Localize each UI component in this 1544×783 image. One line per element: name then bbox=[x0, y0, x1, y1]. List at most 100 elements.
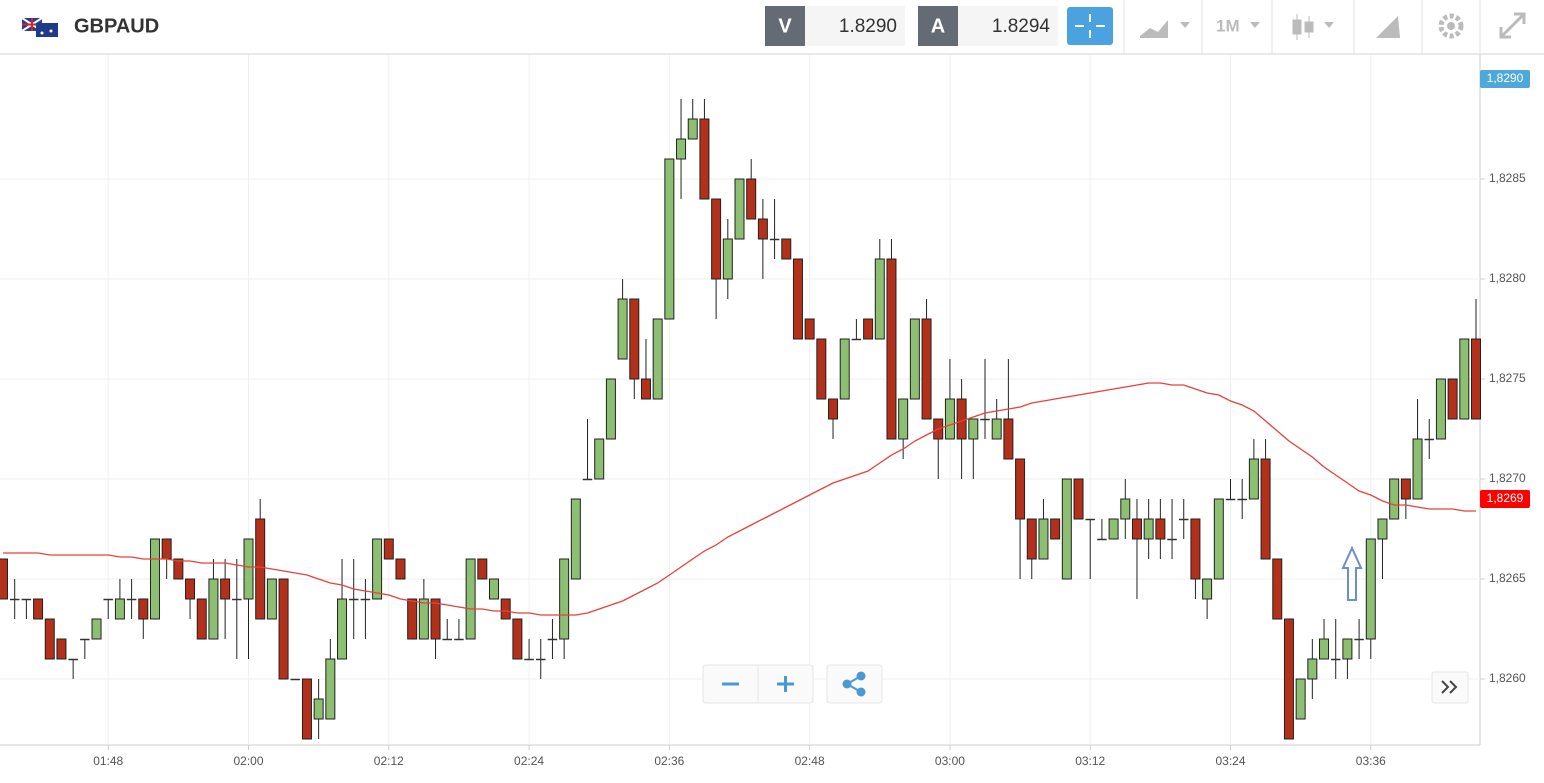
candle-body bbox=[465, 558, 476, 640]
candle-body bbox=[524, 658, 534, 661]
candle-body bbox=[1447, 378, 1458, 420]
share-icon bbox=[842, 671, 866, 697]
candle-body bbox=[1354, 638, 1364, 641]
candle-body bbox=[383, 538, 394, 560]
timeframe[interactable]: 1M bbox=[1216, 16, 1240, 35]
candle-body bbox=[266, 578, 277, 620]
candle-body bbox=[570, 498, 581, 580]
fullscreen-button[interactable] bbox=[1499, 12, 1526, 39]
chart-type-button[interactable] bbox=[1140, 20, 1190, 38]
sell-price-box[interactable] bbox=[805, 6, 905, 46]
candle-body bbox=[232, 598, 242, 601]
candle-body bbox=[301, 678, 312, 740]
candle-body bbox=[1120, 498, 1131, 520]
candle-body bbox=[208, 578, 219, 640]
zoom-in-button[interactable] bbox=[777, 676, 794, 692]
candle-body bbox=[1319, 638, 1330, 660]
candle-body bbox=[243, 538, 254, 600]
x-tick-label: 02:48 bbox=[795, 754, 825, 768]
candle-body bbox=[722, 238, 733, 280]
candle-body bbox=[1155, 518, 1166, 540]
candle-body bbox=[769, 238, 780, 241]
candle-body bbox=[1061, 478, 1072, 580]
x-tick-label: 03:12 bbox=[1075, 754, 1105, 768]
candle-body bbox=[640, 378, 651, 400]
candle-body bbox=[1167, 538, 1177, 541]
candle-body bbox=[1471, 338, 1481, 420]
scroll-right-button[interactable] bbox=[1431, 671, 1469, 704]
symbol: GBPAUD bbox=[74, 15, 159, 37]
candle-body bbox=[1015, 458, 1026, 520]
candle-body bbox=[9, 598, 20, 601]
sell-price: 1.8290 bbox=[839, 16, 897, 37]
y-tick-label: 1,8280 bbox=[1489, 271, 1526, 285]
x-tick-label: 01:48 bbox=[93, 754, 123, 768]
candle-body bbox=[1389, 478, 1400, 520]
candle-body bbox=[1073, 478, 1084, 520]
candle-body bbox=[348, 598, 359, 601]
x-tick-label: 03:24 bbox=[1215, 754, 1245, 768]
candle-body bbox=[956, 398, 967, 440]
candle-body bbox=[816, 338, 827, 400]
candle-body bbox=[1412, 438, 1423, 500]
settings-button[interactable] bbox=[1438, 13, 1464, 39]
candle-body bbox=[944, 398, 955, 440]
candle-body bbox=[863, 318, 874, 340]
candle-body bbox=[605, 378, 616, 440]
candle-body bbox=[138, 598, 149, 620]
candle-body bbox=[898, 398, 909, 440]
candle-body bbox=[1272, 558, 1283, 620]
x-tick-label: 03:00 bbox=[935, 754, 965, 768]
candle-body bbox=[629, 298, 640, 380]
candle-body bbox=[991, 418, 1002, 440]
candle-body bbox=[874, 258, 885, 340]
candle-body bbox=[980, 418, 990, 421]
candle-body bbox=[173, 558, 184, 580]
candle-body bbox=[0, 558, 8, 600]
candle-body bbox=[1365, 538, 1376, 640]
buy-label: A bbox=[931, 15, 945, 37]
price-marker bbox=[1480, 490, 1530, 508]
candle-body bbox=[80, 638, 90, 641]
share-button[interactable] bbox=[826, 664, 883, 704]
candle-body bbox=[360, 598, 371, 601]
buy-price-box[interactable] bbox=[958, 6, 1058, 46]
candle-body bbox=[1026, 518, 1037, 560]
candle-body bbox=[1307, 658, 1318, 680]
crosshair-button[interactable] bbox=[1067, 7, 1113, 45]
sell-button[interactable] bbox=[765, 6, 805, 46]
candle-body bbox=[1237, 498, 1247, 501]
x-tick-label: 03:36 bbox=[1356, 754, 1386, 768]
candle-body bbox=[185, 578, 196, 600]
candle-body bbox=[395, 558, 406, 580]
candle-body bbox=[442, 638, 452, 641]
candle-body bbox=[325, 658, 336, 720]
candle-body bbox=[547, 638, 558, 641]
drawing-tool-button[interactable] bbox=[1376, 16, 1400, 38]
candle-body bbox=[1108, 518, 1119, 540]
candle-body bbox=[56, 638, 67, 660]
candle-body bbox=[734, 178, 745, 240]
buy-button[interactable] bbox=[918, 6, 958, 46]
candle-body bbox=[337, 598, 348, 660]
price-marker bbox=[1480, 70, 1530, 88]
candle-body bbox=[313, 698, 324, 720]
candle-body bbox=[1213, 498, 1224, 580]
y-tick-label: 1,8275 bbox=[1489, 371, 1526, 385]
candle-body bbox=[757, 218, 768, 240]
candle-body bbox=[407, 598, 418, 640]
candle-body bbox=[1283, 618, 1294, 740]
x-tick-label: 02:24 bbox=[514, 754, 544, 768]
candle-body bbox=[687, 118, 698, 140]
candle-style-button[interactable] bbox=[1292, 14, 1334, 40]
candle-body bbox=[1295, 678, 1306, 720]
candle-body bbox=[559, 558, 570, 640]
candle-body bbox=[968, 418, 979, 440]
candle-body bbox=[512, 618, 523, 660]
candle-body bbox=[828, 398, 839, 420]
candle-body bbox=[1377, 518, 1388, 540]
candle-body bbox=[68, 658, 78, 661]
candle-body bbox=[1435, 378, 1446, 440]
crosshair-icon bbox=[1075, 14, 1105, 38]
